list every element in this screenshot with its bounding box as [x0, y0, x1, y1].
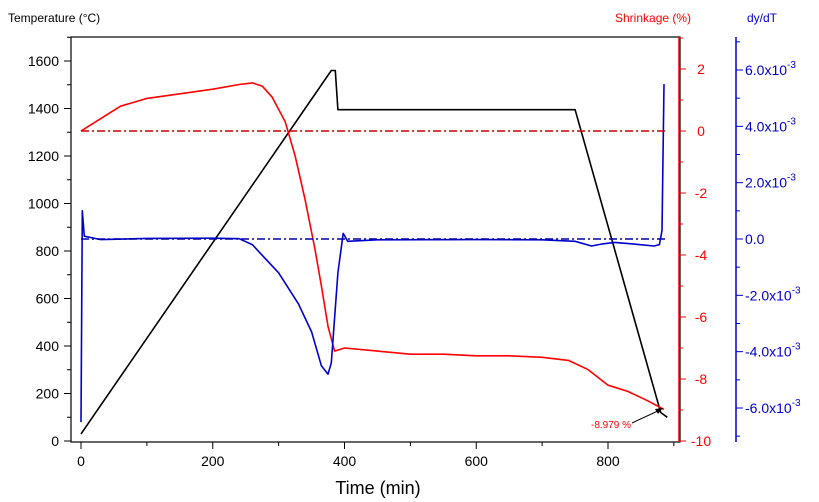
left-tick-label: 200: [36, 386, 60, 402]
axis-ticks: 0 200 400 600 800 0 200 400 600 800 1000 1200 1400 16…: [28, 36, 801, 469]
right1-tick-label: -8: [695, 371, 708, 387]
left-tick-label: 1200: [28, 148, 59, 164]
plot-frame: [70, 36, 681, 443]
left-tick-label: 800: [36, 243, 60, 259]
x-tick-label: 200: [201, 453, 225, 469]
x-tick-label: 0: [77, 453, 85, 469]
left-tick-label: 400: [36, 338, 60, 354]
series-line-0: [80, 69, 668, 435]
x-tick-label: 800: [596, 453, 620, 469]
right1-axis-title: Shrinkage (%): [615, 11, 691, 25]
left-tick-label: 600: [36, 291, 60, 307]
right2-tick-label: 2.0x10-3: [745, 173, 796, 191]
series-line-1: [80, 82, 665, 411]
x-tick-label: 600: [465, 453, 489, 469]
right2-tick-label: 0.0: [745, 231, 765, 247]
annotation-arrow: [631, 409, 661, 424]
series-group: [80, 69, 668, 435]
right2-axis-title: dy/dT: [747, 11, 778, 25]
right1-tick-label: -6: [695, 309, 708, 325]
x-tick-label: 400: [333, 453, 357, 469]
annotation-shrinkage-label: -8.979 %: [591, 420, 631, 431]
right1-tick-label: -4: [695, 247, 708, 263]
annotation-arrowhead: [655, 408, 663, 414]
right1-tick-label: -10: [691, 433, 711, 449]
x-axis-title: Time (min): [335, 478, 420, 498]
right2-tick-label: -6.0x10-3: [745, 398, 801, 416]
right1-tick-label: -2: [695, 185, 708, 201]
left-tick-label: 1000: [28, 196, 59, 212]
right2-tick-label: -2.0x10-3: [745, 285, 801, 303]
right1-tick-label: 0: [697, 123, 705, 139]
series-line-2: [80, 84, 665, 423]
left-tick-label: 1600: [28, 53, 59, 69]
left-axis-title: Temperature (°C): [8, 11, 100, 25]
right2-tick-label: 4.0x10-3: [745, 116, 796, 134]
right2-tick-label: 6.0x10-3: [745, 60, 796, 78]
left-tick-label: 0: [51, 433, 59, 449]
right1-tick-label: 2: [697, 61, 705, 77]
left-tick-label: 1400: [28, 101, 59, 117]
right2-tick-label: -4.0x10-3: [745, 342, 801, 360]
